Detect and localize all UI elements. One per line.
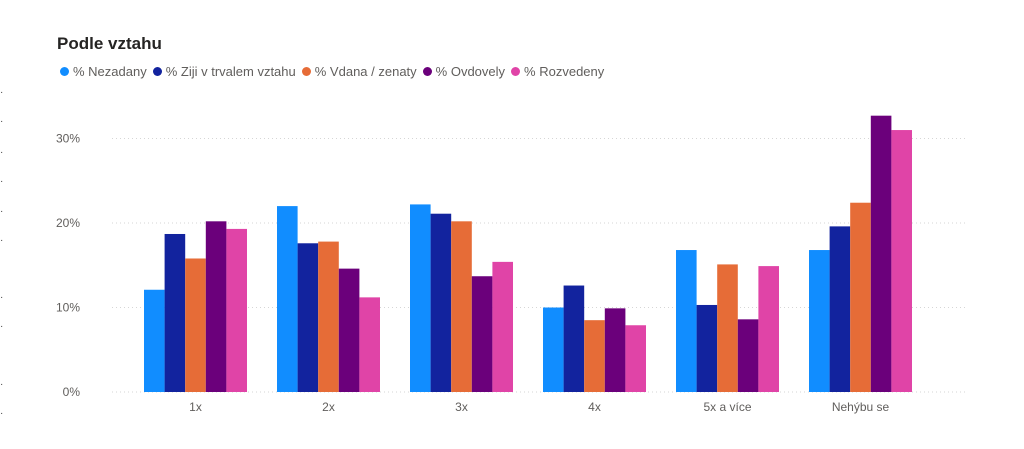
bar[interactable] xyxy=(359,297,380,392)
bar[interactable] xyxy=(226,228,247,392)
bar[interactable] xyxy=(205,221,227,392)
legend-label: % Vdana / zenaty xyxy=(314,64,417,79)
bar[interactable] xyxy=(492,261,513,392)
bar[interactable] xyxy=(625,325,646,392)
edge-dot: · xyxy=(0,206,4,217)
bar[interactable] xyxy=(430,213,452,392)
legend-dot-icon xyxy=(152,67,162,76)
legend-item-rozvedeny[interactable]: % Rozvedeny xyxy=(511,64,604,79)
legend-label: % Ziji v trvalem vztahu xyxy=(165,64,296,79)
bar[interactable] xyxy=(829,226,851,392)
bar[interactable] xyxy=(676,250,697,392)
bar[interactable] xyxy=(144,289,165,392)
bar[interactable] xyxy=(604,308,626,392)
bar[interactable] xyxy=(543,307,564,393)
bar[interactable] xyxy=(758,266,779,392)
bar[interactable] xyxy=(809,250,830,392)
x-tick-label: 4x xyxy=(588,400,601,414)
x-tick-label: 5x a více xyxy=(703,400,751,414)
y-tick-label: 20% xyxy=(56,216,80,230)
x-tick-label: 3x xyxy=(455,400,468,414)
bar[interactable] xyxy=(584,320,605,392)
bar[interactable] xyxy=(737,319,759,392)
legend-item-vdana-zenaty[interactable]: % Vdana / zenaty xyxy=(301,64,417,79)
x-tick-label: 1x xyxy=(189,400,202,414)
bar[interactable] xyxy=(185,258,206,392)
edge-dot: · xyxy=(0,87,4,98)
chart-legend: % Nezadany % Ziji v trvalem vztahu % Vda… xyxy=(60,64,610,79)
bar[interactable] xyxy=(451,221,472,392)
y-tick-label: 10% xyxy=(56,301,80,315)
edge-dot: · xyxy=(0,379,4,390)
edge-dot: · xyxy=(0,147,4,158)
legend-item-ziji-v-trvalem-vztahu[interactable]: % Ziji v trvalem vztahu xyxy=(152,64,296,79)
bar[interactable] xyxy=(850,202,871,392)
bar[interactable] xyxy=(277,206,298,392)
legend-dot-icon xyxy=(511,67,521,76)
edge-dot: · xyxy=(0,176,4,187)
legend-item-nezadany[interactable]: % Nezadany xyxy=(60,64,147,79)
bar[interactable] xyxy=(717,264,738,392)
legend-item-ovdovely[interactable]: % Ovdovely xyxy=(422,64,506,79)
bar[interactable] xyxy=(410,204,431,392)
bar[interactable] xyxy=(297,243,319,392)
y-tick-label: 0% xyxy=(63,385,81,399)
x-tick-label: 2x xyxy=(322,400,335,414)
legend-dot-icon xyxy=(422,67,432,76)
edge-dot: · xyxy=(0,116,4,127)
legend-label: % Nezadany xyxy=(73,64,147,79)
bar[interactable] xyxy=(164,233,186,392)
y-tick-label: 30% xyxy=(56,132,80,146)
bar[interactable] xyxy=(318,241,339,392)
bar[interactable] xyxy=(891,130,912,393)
chart-title: Podle vztahu xyxy=(57,34,162,53)
edge-dot: · xyxy=(0,292,4,303)
legend-dot-icon xyxy=(60,67,69,76)
bar[interactable] xyxy=(338,268,360,392)
x-tick-label: Nehýbu se xyxy=(832,400,890,414)
bar[interactable] xyxy=(563,285,585,392)
edge-dot: · xyxy=(0,408,4,419)
bar[interactable] xyxy=(696,304,718,392)
bar[interactable] xyxy=(471,276,493,392)
legend-label: % Rozvedeny xyxy=(524,64,605,79)
edge-dot: · xyxy=(0,235,4,246)
legend-label: % Ovdovely xyxy=(435,64,506,79)
bar[interactable] xyxy=(870,115,892,392)
legend-dot-icon xyxy=(301,67,311,76)
edge-dot: · xyxy=(0,321,4,332)
